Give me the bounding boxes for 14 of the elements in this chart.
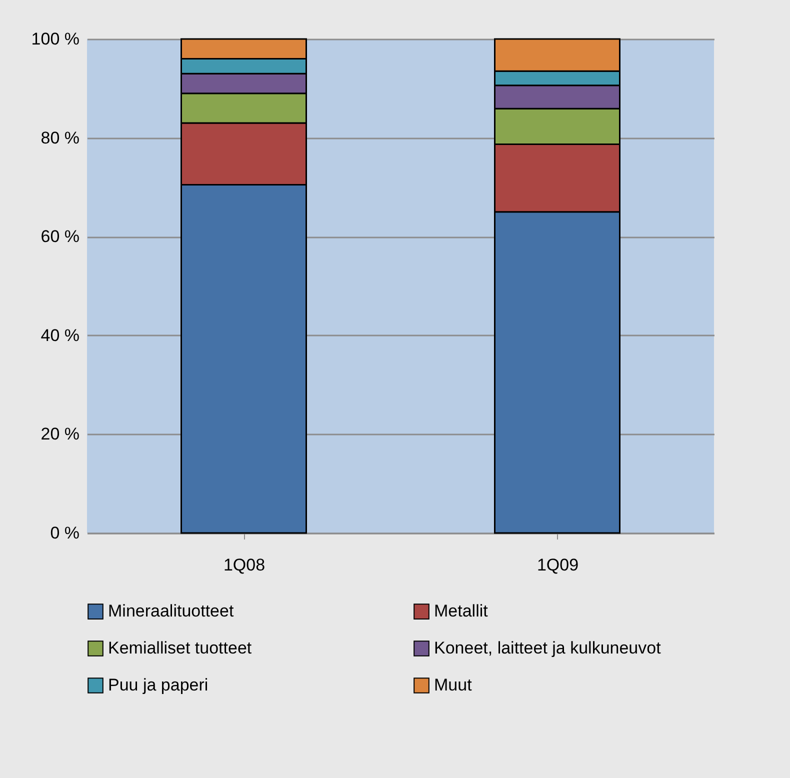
legend-label: Koneet, laitteet ja kulkuneuvot [434, 638, 662, 658]
x-tick-label: 1Q09 [536, 556, 579, 574]
x-tick-label: 1Q08 [223, 556, 266, 574]
legend-label: Kemialliset tuotteet [108, 638, 252, 658]
y-tick-label: 20 % [40, 424, 80, 444]
legend-label: Muut [434, 676, 472, 694]
y-tick-label: 40 % [40, 326, 80, 345]
legend-label: Mineraalituotteet [108, 602, 234, 621]
legend-label: Puu ja paperi [108, 676, 208, 694]
y-tick-label: 0 % [50, 524, 80, 542]
y-tick-label: 60 % [40, 227, 80, 246]
y-tick-label: 100 % [31, 30, 80, 48]
legend-label: Metallit [434, 602, 488, 621]
y-tick-label: 80 % [40, 128, 80, 148]
